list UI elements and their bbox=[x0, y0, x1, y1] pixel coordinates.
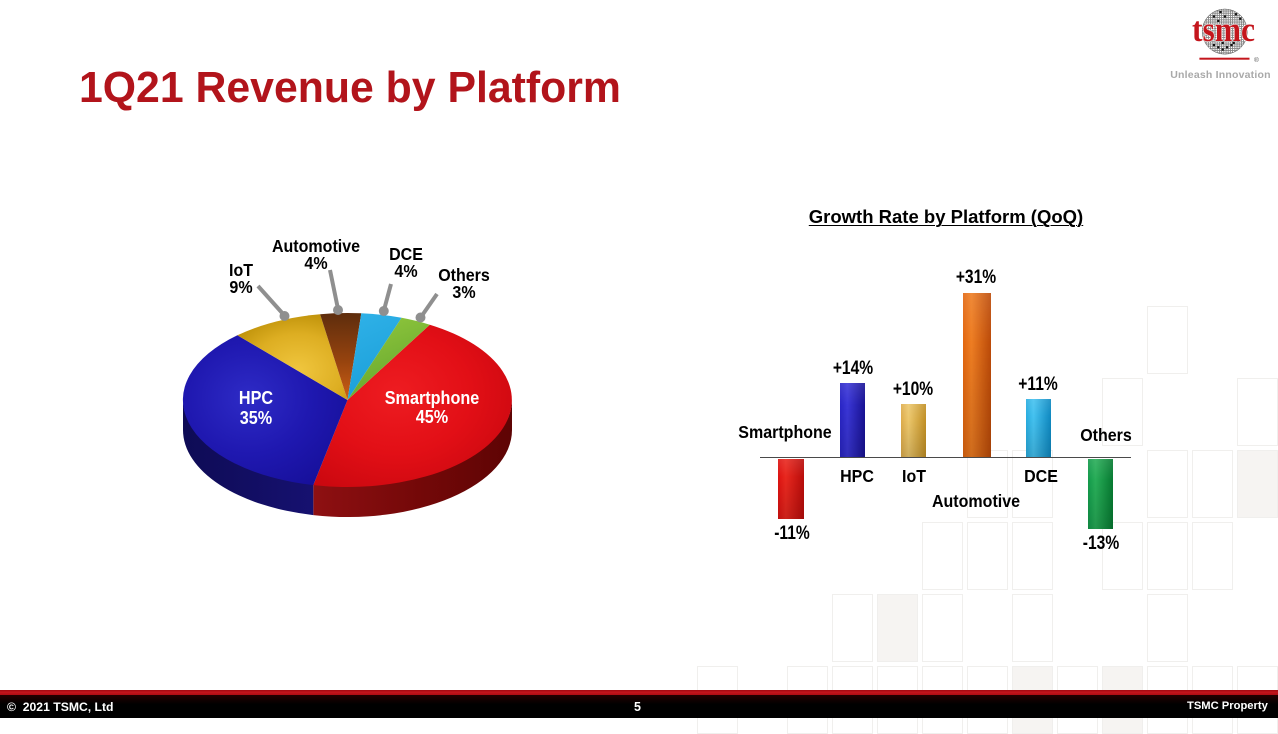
svg-text:®: ® bbox=[1254, 56, 1259, 64]
svg-text:Unleash Innovation: Unleash Innovation bbox=[1170, 69, 1270, 81]
svg-text:tsmc: tsmc bbox=[1192, 10, 1255, 49]
